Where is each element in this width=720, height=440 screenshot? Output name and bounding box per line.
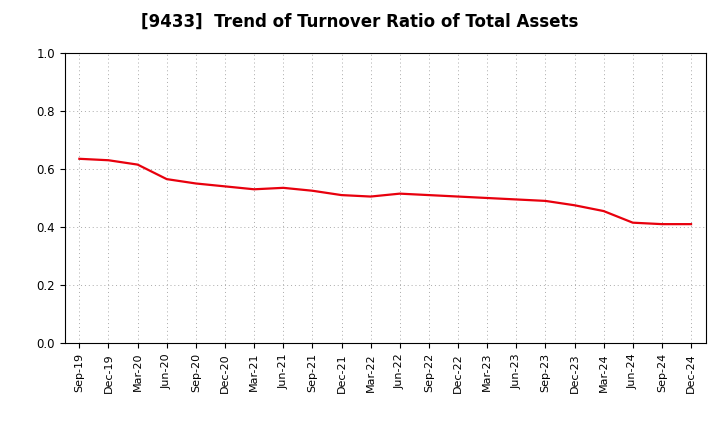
Text: [9433]  Trend of Turnover Ratio of Total Assets: [9433] Trend of Turnover Ratio of Total …	[141, 13, 579, 31]
